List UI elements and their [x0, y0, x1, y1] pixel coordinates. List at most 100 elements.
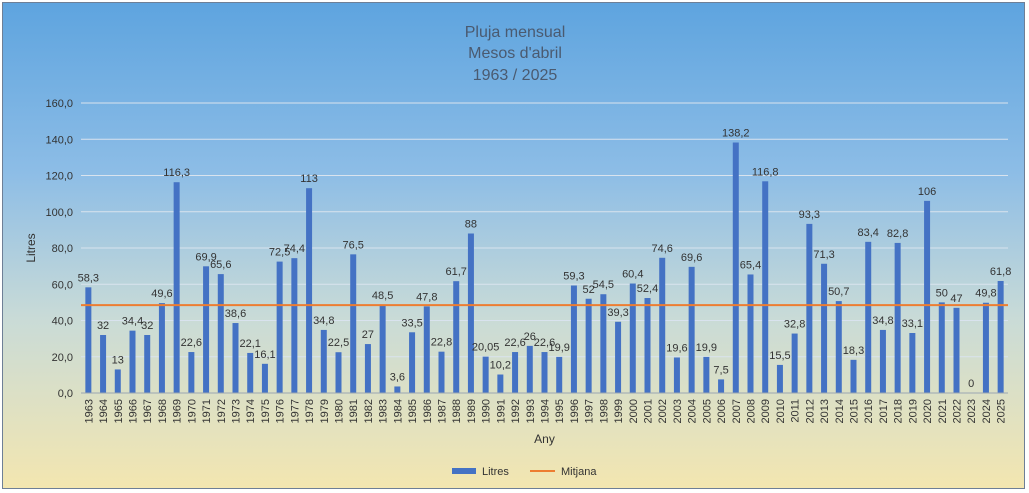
bar	[835, 301, 842, 393]
data-label: 22,6	[504, 337, 525, 349]
chart-title-line-1: Pluja mensual	[465, 24, 566, 41]
chart-title-line-2: Mesos d'abril	[468, 45, 562, 62]
legend-label-litres: Litres	[482, 466, 509, 478]
x-tick-label: 1965	[113, 399, 125, 423]
x-tick-label: 1995	[554, 399, 566, 423]
bar	[350, 254, 357, 393]
data-label: 74,6	[652, 243, 673, 255]
y-tick-label: 100,0	[45, 207, 73, 219]
x-tick-label: 1979	[319, 399, 331, 423]
data-label: 32	[97, 320, 109, 332]
x-tick-label: 2025	[996, 399, 1008, 423]
bar	[585, 298, 592, 393]
x-tick-label: 2021	[937, 399, 949, 423]
data-label: 32	[141, 320, 153, 332]
bar	[482, 356, 489, 393]
x-tick-label: 1999	[613, 399, 625, 423]
data-label: 15,5	[769, 350, 790, 362]
x-tick-label: 2010	[775, 399, 787, 423]
x-tick-label: 2009	[760, 399, 772, 423]
x-tick-label: 2016	[863, 399, 875, 423]
x-tick-label: 1976	[275, 399, 287, 423]
y-axis-ticks: 0,0 20,0 40,0 60,0 80,0 100,0 120,0 140,0 160,0	[45, 98, 73, 400]
data-label: 49,8	[975, 288, 996, 300]
data-label: 22,1	[240, 338, 261, 350]
data-label: 32,8	[784, 319, 805, 331]
x-tick-label: 2002	[657, 399, 669, 423]
bar	[158, 303, 165, 393]
x-tick-label: 1974	[245, 399, 257, 423]
chart-title-line-3: 1963 / 2025	[473, 67, 558, 84]
x-tick-label: 1996	[569, 399, 581, 423]
bar	[85, 287, 92, 393]
x-tick-label: 1964	[98, 399, 110, 423]
bar	[247, 352, 254, 393]
bars-litres	[85, 142, 1004, 393]
bar	[850, 359, 857, 393]
bar	[497, 374, 504, 393]
x-tick-label: 1981	[348, 399, 360, 423]
x-tick-label: 1970	[186, 399, 198, 423]
bar	[556, 356, 563, 393]
bar	[409, 332, 416, 393]
x-tick-label: 1975	[260, 399, 272, 423]
y-tick-label: 80,0	[52, 243, 73, 255]
data-label: 116,3	[163, 167, 190, 179]
data-label: 38,6	[225, 308, 246, 320]
data-label: 47,8	[416, 291, 437, 303]
bar	[894, 242, 901, 393]
bar	[673, 357, 680, 393]
x-tick-label: 1997	[584, 399, 596, 423]
data-label: 60,4	[622, 269, 643, 281]
bar	[438, 351, 445, 393]
legend: Litres Mitjana	[452, 466, 597, 478]
x-tick-label: 2024	[981, 399, 993, 423]
data-label: 72,5	[269, 247, 290, 259]
bar	[953, 307, 960, 393]
bar	[203, 266, 210, 393]
y-tick-label: 0,0	[58, 388, 73, 400]
data-label: 65,4	[740, 259, 761, 271]
data-label: 71,3	[813, 249, 834, 261]
bar	[188, 352, 195, 393]
data-label: 26	[524, 331, 536, 343]
bar	[217, 274, 224, 393]
rainfall-chart: Pluja mensual Mesos d'abril 1963 / 2025 …	[24, 24, 1011, 478]
chart-title: Pluja mensual Mesos d'abril 1963 / 2025	[465, 24, 566, 84]
x-tick-label: 1993	[525, 399, 537, 423]
bar	[541, 352, 548, 393]
data-label: 19,6	[666, 342, 687, 354]
bar	[747, 274, 754, 393]
x-tick-label: 2017	[878, 399, 890, 423]
x-tick-label: 2008	[746, 399, 758, 423]
data-label: 65,6	[210, 259, 231, 271]
y-tick-label: 20,0	[52, 352, 73, 364]
x-tick-label: 1969	[172, 399, 184, 423]
x-tick-label: 1983	[378, 399, 390, 423]
data-label: 113	[300, 173, 318, 185]
bar	[114, 369, 121, 393]
data-label: 52	[583, 284, 595, 296]
data-label: 138,2	[722, 128, 750, 140]
bar	[100, 335, 107, 393]
data-label: 18,3	[843, 345, 864, 357]
x-tick-label: 2007	[731, 399, 743, 423]
data-label: 49,6	[151, 288, 172, 300]
data-label: 3,6	[390, 371, 405, 383]
x-tick-label: 2014	[834, 399, 846, 423]
bar	[453, 281, 460, 393]
data-label: 93,3	[799, 209, 820, 221]
bar	[982, 302, 989, 393]
bar	[615, 321, 622, 393]
x-tick-label: 2022	[952, 399, 964, 423]
bar	[276, 261, 283, 393]
data-label: 69,9	[195, 251, 216, 263]
data-label: 59,3	[563, 271, 584, 283]
x-tick-label: 1963	[83, 399, 95, 423]
x-tick-label: 2023	[966, 399, 978, 423]
x-tick-label: 1987	[437, 399, 449, 423]
x-tick-label: 2000	[628, 399, 640, 423]
data-label: 61,7	[446, 266, 467, 278]
data-label: 50	[936, 287, 948, 299]
data-label: 10,2	[490, 360, 511, 372]
